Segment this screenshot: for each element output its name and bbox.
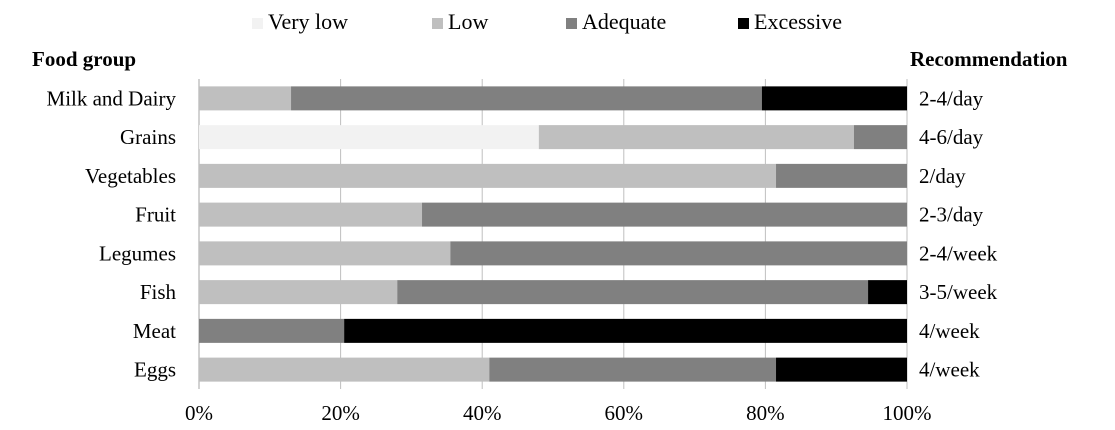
- bar-fish-low: [199, 280, 398, 305]
- legend-swatch-adequate: [566, 18, 577, 29]
- recommendation-label: 3-5/week: [919, 280, 998, 304]
- bars: [199, 86, 907, 382]
- legend: Very low Low Adequate Excessive: [252, 9, 842, 34]
- bar-fish-adequate: [397, 280, 869, 305]
- category-label: Legumes: [99, 241, 176, 265]
- bar-eggs-adequate: [489, 357, 777, 382]
- recommendation-label: 4/week: [919, 358, 980, 382]
- legend-swatch-excessive: [738, 18, 749, 29]
- x-tick-label: 80%: [746, 401, 785, 425]
- bar-grains-very-low: [199, 125, 539, 150]
- bar-vegetables-low: [199, 163, 777, 188]
- bar-grains-adequate: [853, 125, 907, 150]
- recommendation-label: 4-6/day: [919, 125, 984, 149]
- bar-fish-excessive: [868, 280, 907, 305]
- recommendation-label: 2-3/day: [919, 203, 984, 227]
- category-label: Vegetables: [85, 164, 176, 188]
- bar-meat-excessive: [344, 318, 907, 343]
- legend-swatch-low: [432, 18, 443, 29]
- x-axis-tick-labels: 0% 20% 40% 60% 80% 100%: [185, 401, 932, 425]
- legend-label: Excessive: [754, 9, 842, 34]
- bar-eggs-excessive: [776, 357, 907, 382]
- x-tick-label: 100%: [883, 401, 932, 425]
- category-label: Milk and Dairy: [47, 86, 177, 110]
- bar-meat-adequate: [199, 318, 345, 343]
- category-label: Fish: [140, 280, 177, 304]
- legend-swatch-very-low: [252, 18, 263, 29]
- category-labels: Milk and Dairy Grains Vegetables Fruit Legum…: [47, 86, 177, 381]
- x-tick-label: 20%: [321, 401, 360, 425]
- bar-milk-and-dairy-adequate: [291, 86, 762, 111]
- recommendation-labels: 2-4/day 4-6/day 2/day 2-3/day 2-4/week 3-5/we…: [919, 86, 998, 381]
- bar-milk-and-dairy-low: [199, 86, 292, 111]
- x-tick-label: 0%: [185, 401, 213, 425]
- recommendation-label: 2/day: [919, 164, 966, 188]
- bar-milk-and-dairy-excessive: [761, 86, 907, 111]
- bar-legumes-adequate: [450, 241, 907, 266]
- category-label: Fruit: [135, 203, 176, 227]
- legend-label: Adequate: [582, 9, 666, 34]
- legend-label: Very low: [268, 9, 348, 34]
- x-tick-label: 40%: [463, 401, 502, 425]
- recommendation-label: 2-4/day: [919, 86, 984, 110]
- x-tick-label: 60%: [605, 401, 644, 425]
- category-label: Meat: [133, 319, 176, 343]
- recommendation-label: 2-4/week: [919, 241, 998, 265]
- left-header: Food group: [32, 47, 136, 71]
- bar-fruit-low: [199, 202, 423, 227]
- bar-fruit-adequate: [422, 202, 907, 227]
- category-label: Grains: [120, 125, 176, 149]
- bar-legumes-low: [199, 241, 451, 266]
- recommendation-label: 4/week: [919, 319, 980, 343]
- bar-grains-low: [538, 125, 854, 150]
- right-header: Recommendation: [910, 47, 1068, 71]
- category-label: Eggs: [134, 358, 176, 382]
- legend-label: Low: [448, 9, 488, 34]
- bar-eggs-low: [199, 357, 490, 382]
- bar-vegetables-adequate: [776, 163, 907, 188]
